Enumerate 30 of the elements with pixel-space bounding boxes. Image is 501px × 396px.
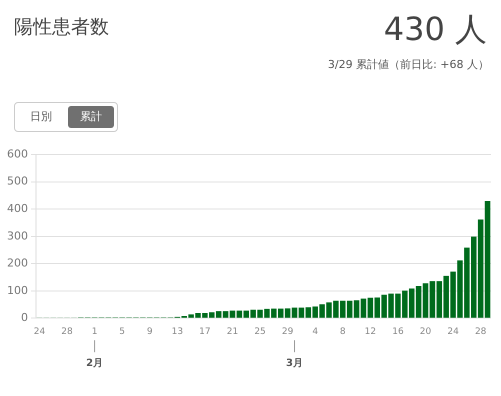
x-tick-label: 5 xyxy=(119,326,126,337)
toggle-switch: 日別 累計 xyxy=(14,102,118,132)
x-tick-label: 28 xyxy=(474,326,487,337)
x-tick-label: 16 xyxy=(392,326,404,337)
x-tick-label: 4 xyxy=(312,326,318,337)
y-tick-label: 400 xyxy=(6,202,28,215)
x-tick-label: 12 xyxy=(364,326,376,337)
y-tick-label: 0 xyxy=(20,311,28,324)
x-tick-label: 24 xyxy=(447,326,460,337)
y-tick-label: 600 xyxy=(6,147,28,160)
x-tick-label: 28 xyxy=(61,326,74,337)
x-tick-label: 1 xyxy=(92,326,98,337)
x-tick-label: 24 xyxy=(34,326,46,337)
x-tick-label: 9 xyxy=(146,326,153,337)
annotation: 3月 xyxy=(286,358,304,369)
text: 430 人 xyxy=(384,9,487,50)
y-tick-label: 100 xyxy=(6,284,28,297)
x-tick-label: 17 xyxy=(199,326,211,337)
y-tick-label: 300 xyxy=(6,229,28,242)
y-tick-label: 200 xyxy=(6,256,28,270)
x-tick-label: 20 xyxy=(420,326,432,337)
x-tick-label: 13 xyxy=(172,326,184,337)
x-tick-label: 25 xyxy=(254,326,266,337)
chart-title: 陽性患者数 xyxy=(14,15,109,40)
x-tick-label: 21 xyxy=(226,326,238,337)
x-tick-label: 29 xyxy=(282,326,294,337)
y-tick-label: 500 xyxy=(6,174,28,188)
annotation: 2月 xyxy=(86,358,104,369)
text: 3/29 累計値（前日比: +68 人） xyxy=(328,57,489,72)
x-tick-label: 8 xyxy=(340,326,346,337)
